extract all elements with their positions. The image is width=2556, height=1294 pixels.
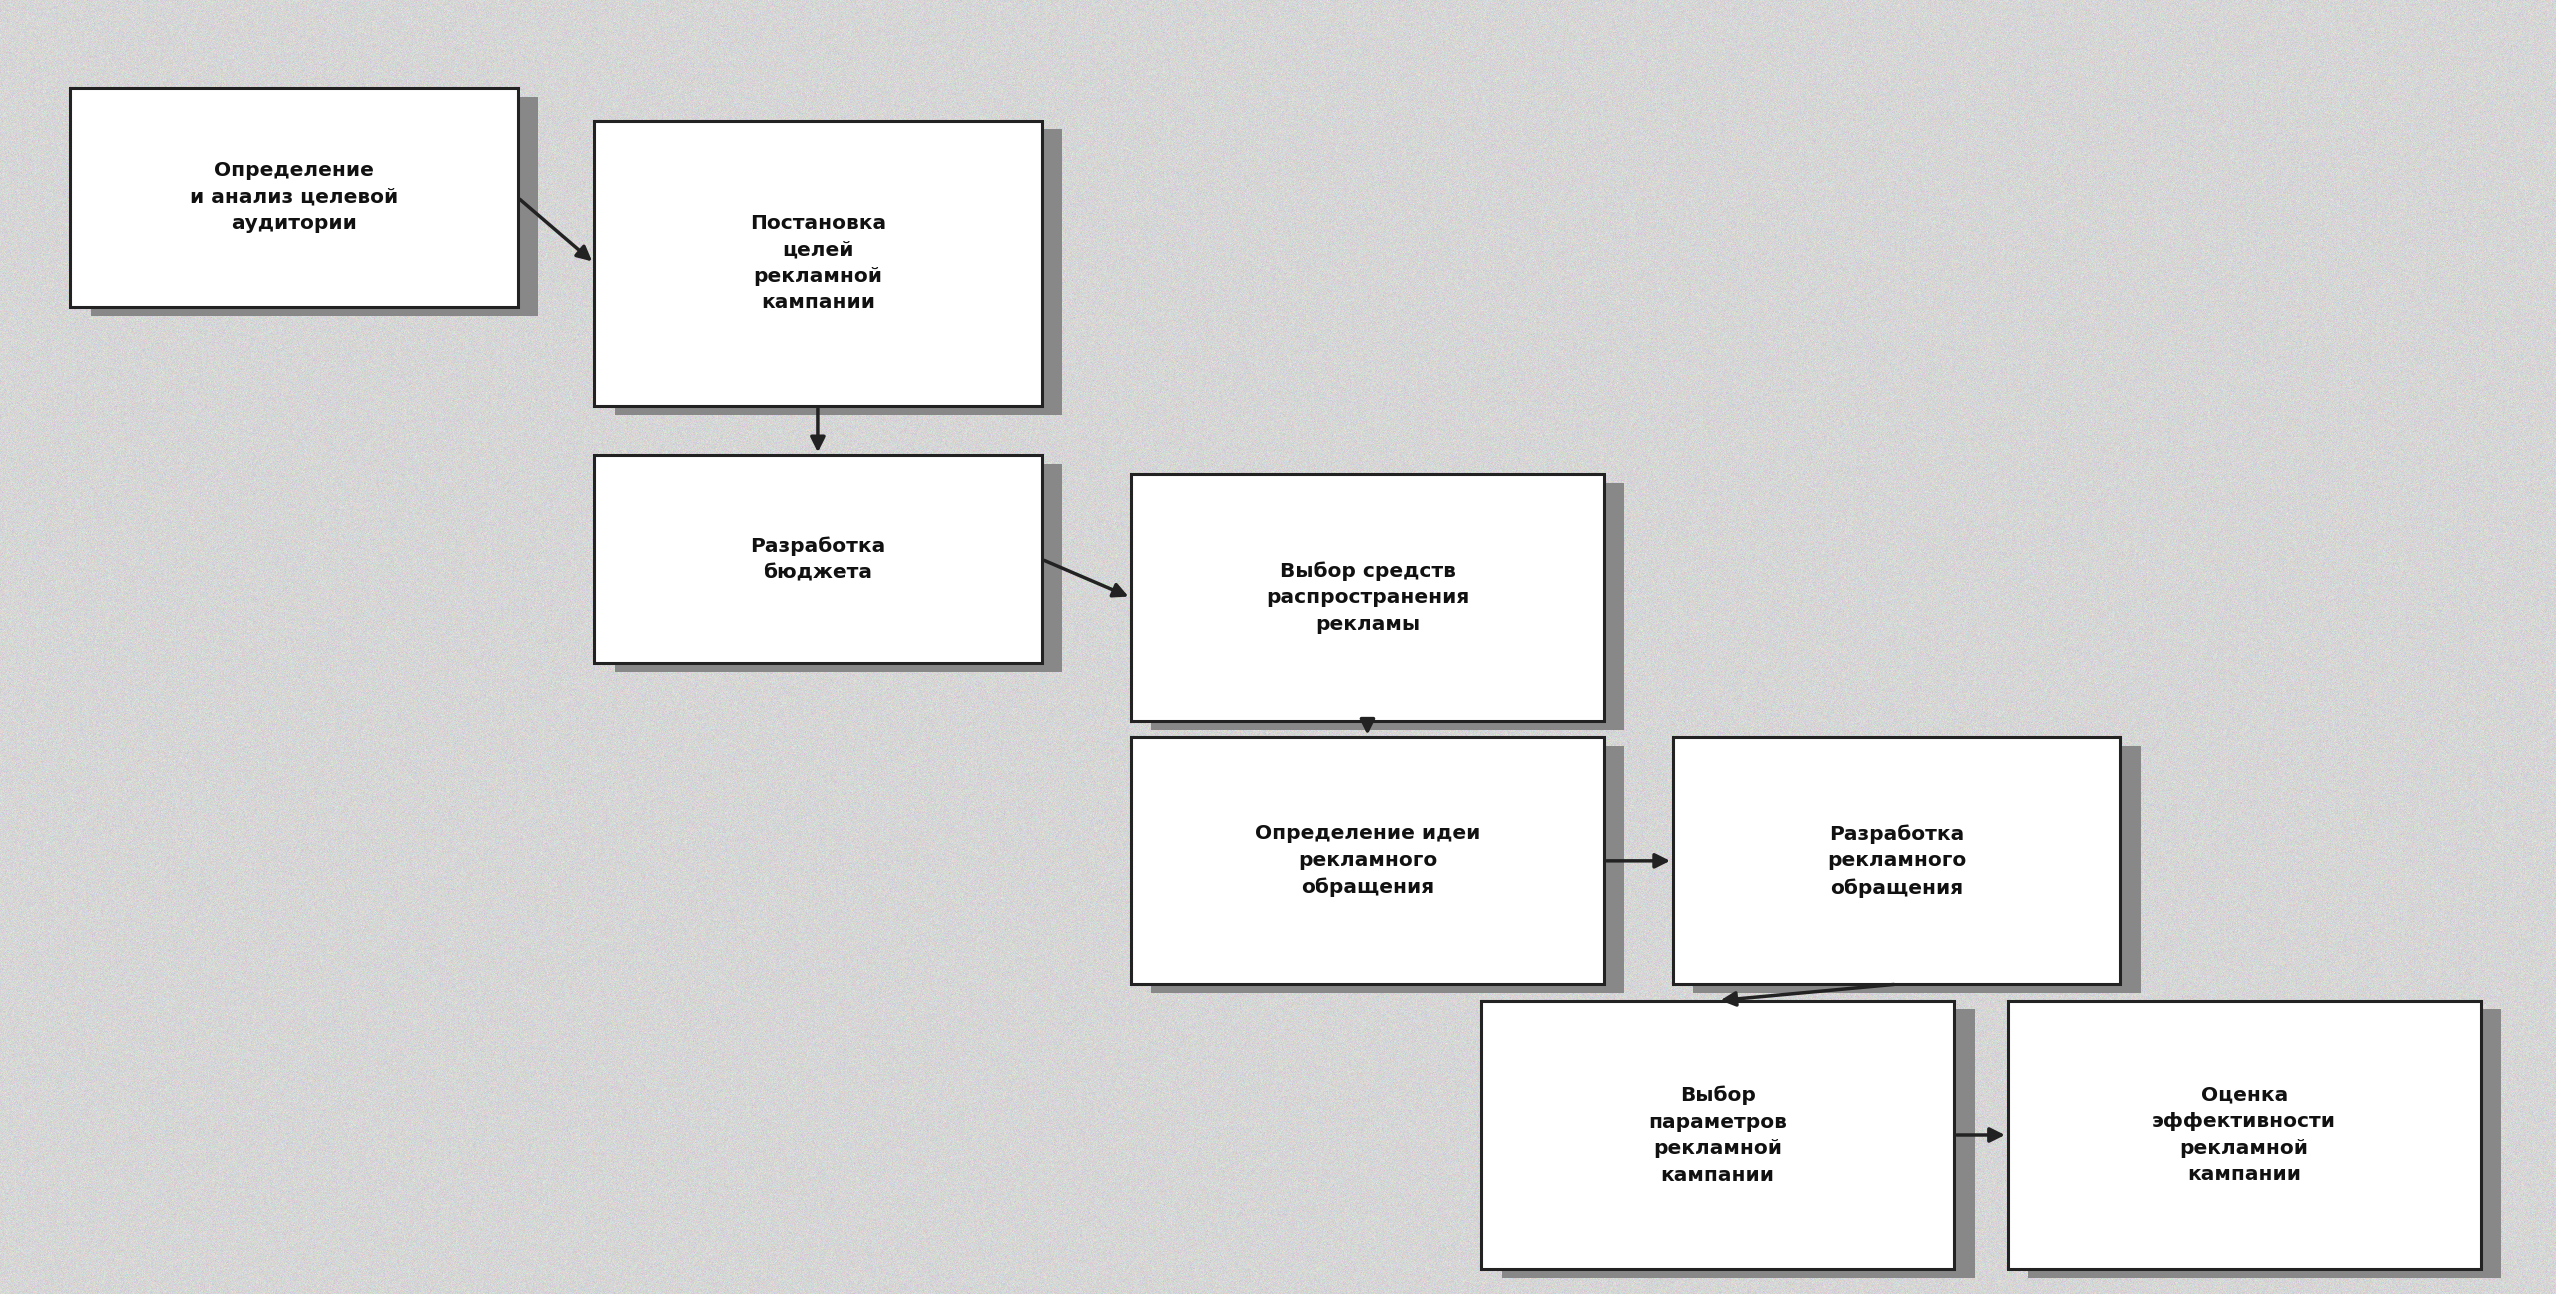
Bar bbox=[1482, 1000, 1953, 1269]
Bar bbox=[616, 129, 1063, 414]
Text: Разработка
рекламного
обращения: Разработка рекламного обращения bbox=[1828, 824, 1966, 898]
Bar bbox=[72, 88, 516, 307]
Bar bbox=[1130, 475, 1605, 721]
Bar bbox=[593, 120, 1043, 406]
Bar bbox=[2029, 1009, 2500, 1278]
Text: Постановка
целей
рекламной
кампании: Постановка целей рекламной кампании bbox=[749, 214, 887, 312]
Text: Выбор средств
распространения
рекламы: Выбор средств распространения рекламы bbox=[1265, 562, 1470, 634]
Bar bbox=[1692, 747, 2139, 992]
Text: Оценка
эффективности
рекламной
кампании: Оценка эффективности рекламной кампании bbox=[2152, 1086, 2336, 1184]
Bar bbox=[616, 463, 1063, 672]
Bar bbox=[593, 455, 1043, 664]
Bar bbox=[1672, 738, 2119, 985]
Text: Разработка
бюджета: Разработка бюджета bbox=[751, 536, 884, 582]
Bar bbox=[1503, 1009, 1973, 1278]
Bar bbox=[92, 97, 539, 316]
Text: Определение идеи
рекламного
обращения: Определение идеи рекламного обращения bbox=[1255, 824, 1480, 897]
Text: Выбор
параметров
рекламной
кампании: Выбор параметров рекламной кампании bbox=[1649, 1086, 1787, 1184]
Text: Определение
и анализ целевой
аудитории: Определение и анализ целевой аудитории bbox=[189, 162, 399, 233]
Bar bbox=[1150, 483, 1626, 730]
Bar bbox=[1150, 747, 1626, 992]
Bar bbox=[2009, 1000, 2479, 1269]
Bar bbox=[1130, 738, 1605, 985]
